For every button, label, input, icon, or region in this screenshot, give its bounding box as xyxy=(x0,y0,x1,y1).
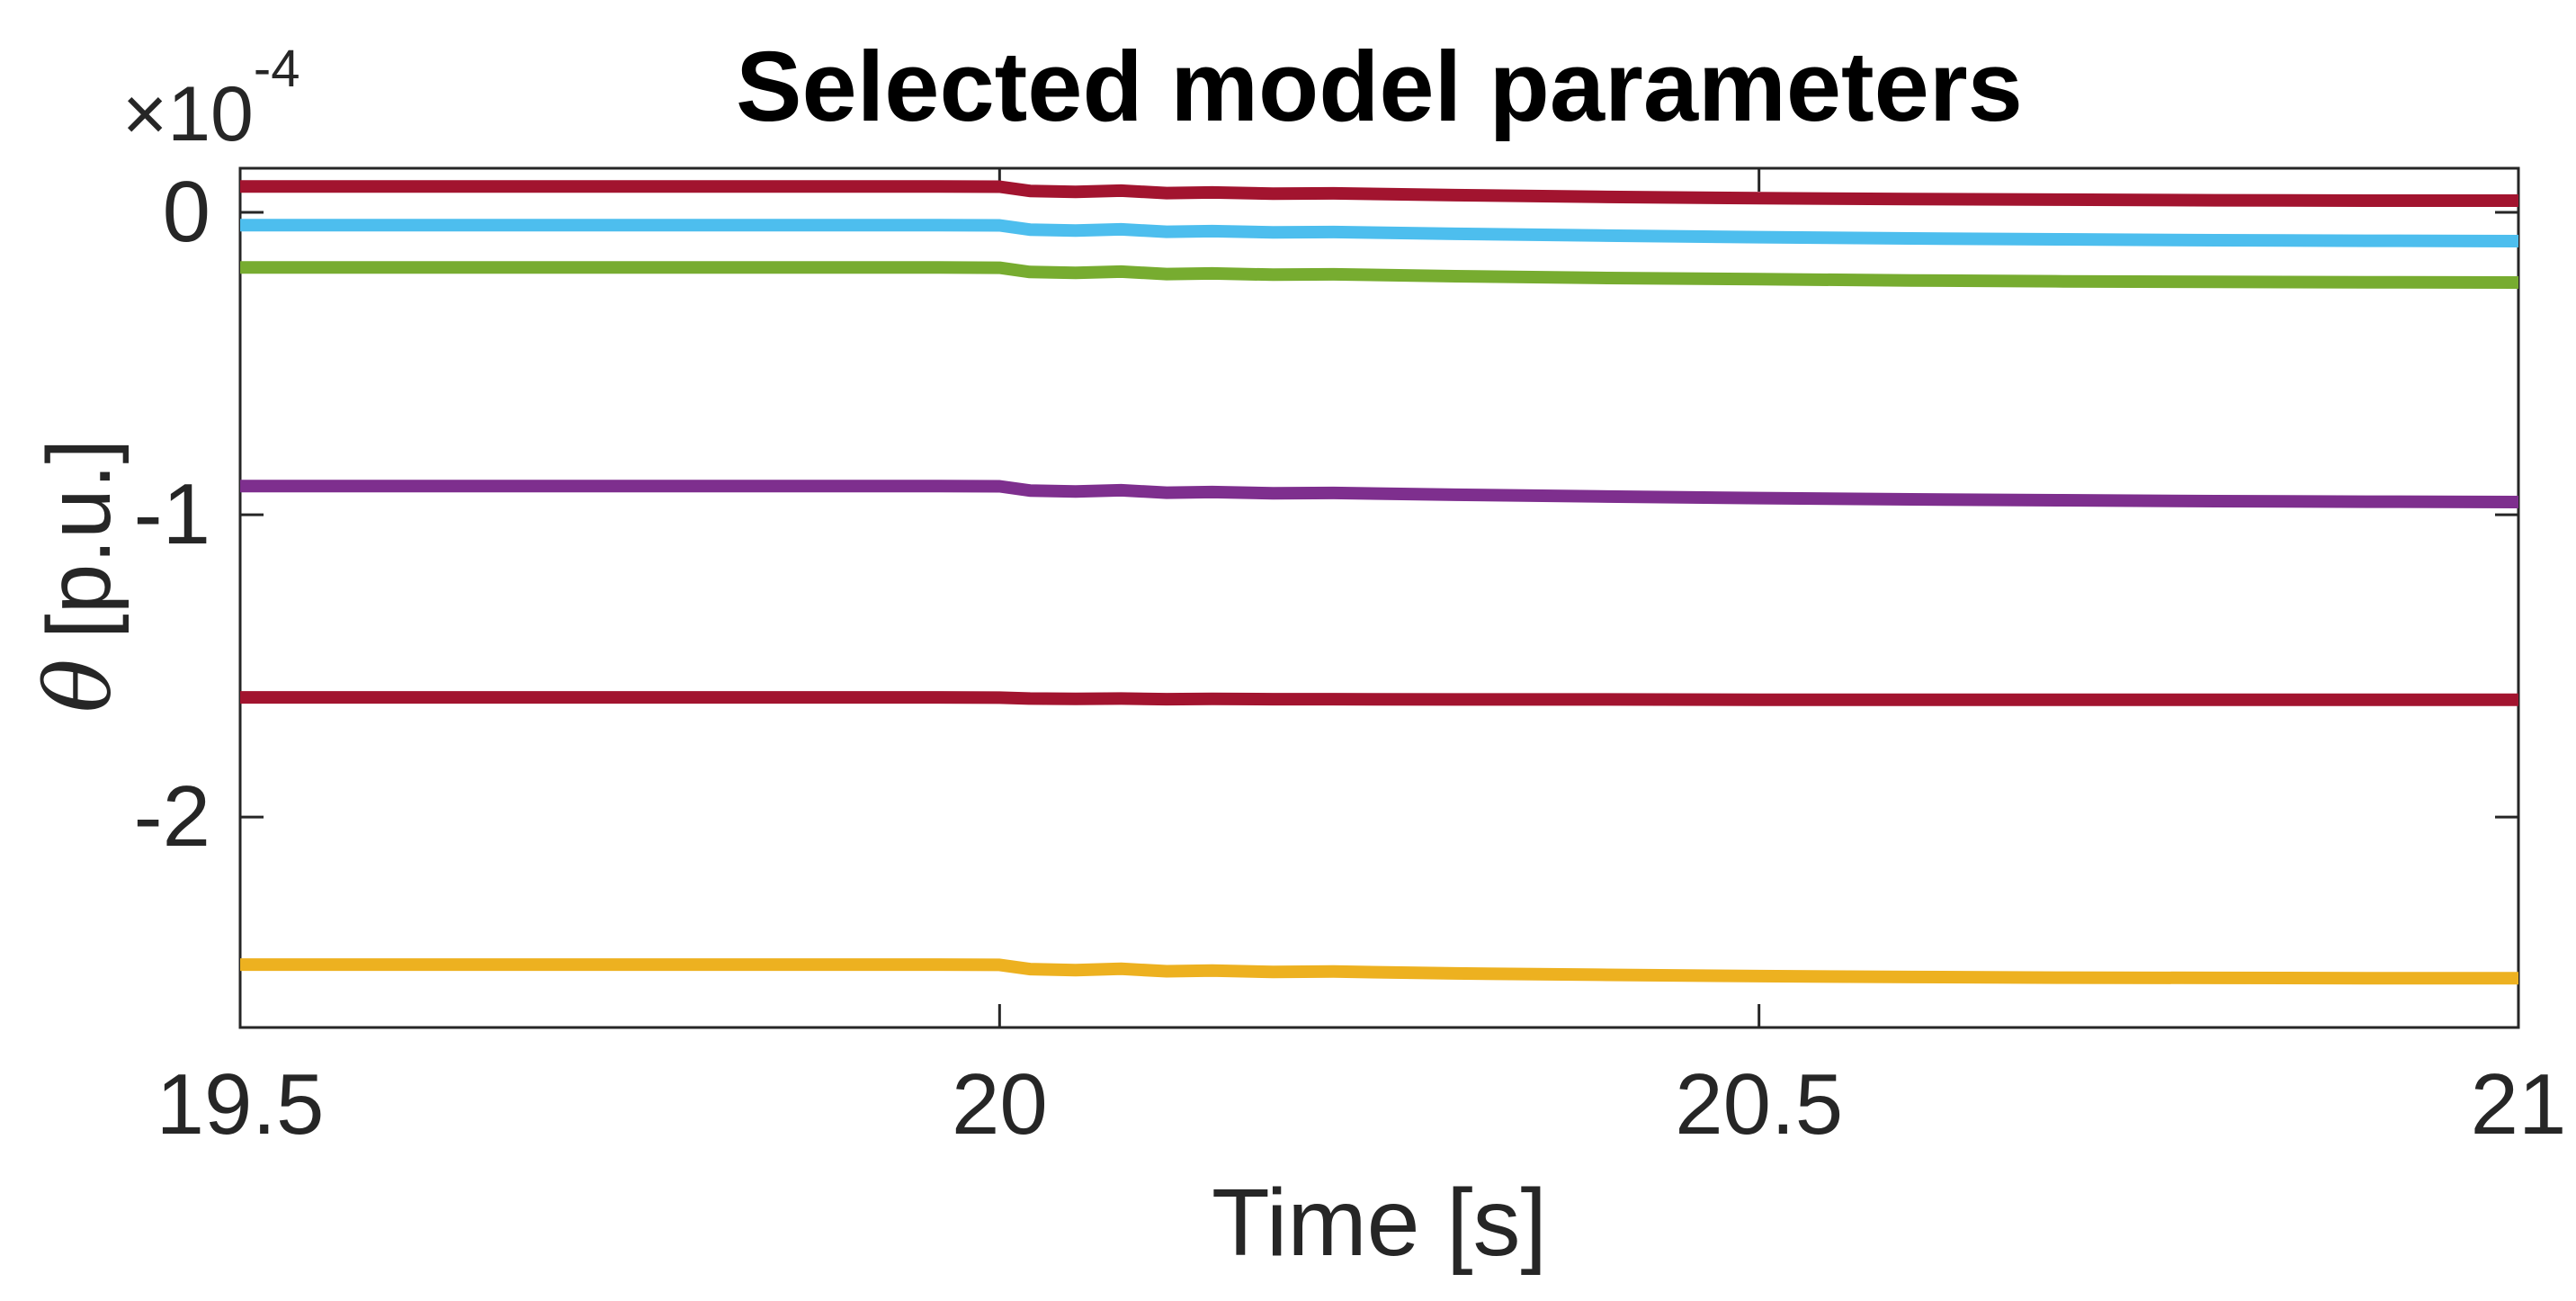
x-tick-label-21: 21 xyxy=(2470,1056,2567,1153)
x-tick-label-20.5: 20.5 xyxy=(1675,1056,1844,1153)
y-tick-label--1: -1 xyxy=(133,466,210,563)
y-tick-label--2: -2 xyxy=(133,768,210,866)
series-line-3-green xyxy=(240,261,2519,289)
x-tick-label-20: 20 xyxy=(951,1056,1048,1153)
series-line-5-darkred xyxy=(240,691,2518,706)
x-tick-label-19.5: 19.5 xyxy=(156,1056,325,1153)
series-line-1-darkred xyxy=(240,180,2518,207)
series-line-4-purple xyxy=(240,480,2519,508)
y-axis-label-symbol: θ xyxy=(26,659,131,713)
y-axis-multiplier-exponent: -4 xyxy=(253,40,300,99)
y-axis-multiplier-base: ×10 xyxy=(122,71,254,157)
y-axis-multiplier: ×10-4 xyxy=(122,43,300,153)
x-axis-label: Time [s] xyxy=(1212,1170,1547,1276)
series-line-6-yellow xyxy=(240,958,2518,985)
y-tick-label-0: 0 xyxy=(162,164,210,261)
series-line-2-lightblue xyxy=(240,219,2519,247)
plot-box xyxy=(238,166,2520,1029)
chart-title: Selected model parameters xyxy=(736,31,2023,142)
